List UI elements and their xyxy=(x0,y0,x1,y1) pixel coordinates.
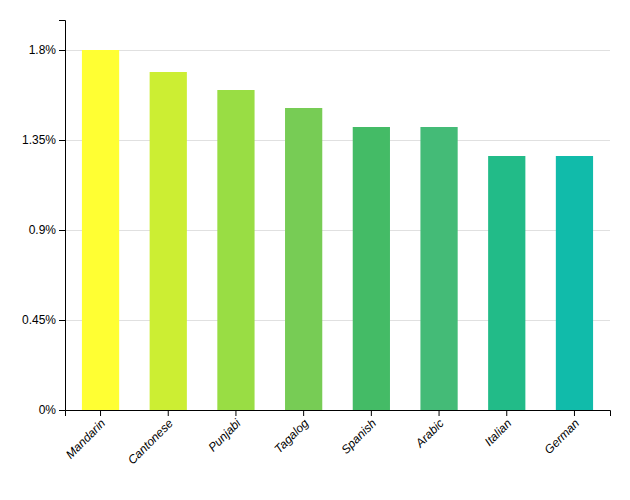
y-tick-mark xyxy=(59,410,65,411)
x-tick: Punjabi xyxy=(205,410,243,454)
x-tick-label: Arabic xyxy=(412,416,447,451)
bar xyxy=(217,90,254,410)
y-tick-label: 1.8% xyxy=(29,43,57,57)
grid-tick xyxy=(65,140,610,141)
x-tick-label: Cantonese xyxy=(125,416,176,467)
plot: 0% 0.45% 0.9% 1.35% 1.8% Mandarin Cantonese Pun… xyxy=(22,21,611,468)
x-tick-mark xyxy=(574,410,575,416)
y-tick: 0.9% xyxy=(29,223,65,237)
grid-line xyxy=(65,140,610,141)
x-tick-label: Punjabi xyxy=(205,416,243,454)
x-axis-line xyxy=(66,411,611,417)
y-tick: 0.45% xyxy=(22,313,65,327)
y-axis-line xyxy=(59,21,66,411)
y-tick-mark xyxy=(59,140,65,141)
y-tick-mark xyxy=(59,50,65,51)
x-tick: Tagalog xyxy=(272,410,312,456)
x-tick-label: Spanish xyxy=(338,416,379,457)
y-tick: 1.8% xyxy=(29,43,65,57)
grid-line xyxy=(65,320,610,321)
y-tick-label: 0.9% xyxy=(29,223,57,237)
bar xyxy=(556,156,593,410)
grid-line xyxy=(65,230,610,231)
x-tick-mark xyxy=(506,410,507,416)
y-tick-label: 0.45% xyxy=(22,313,56,327)
y-tick-mark xyxy=(59,320,65,321)
bars xyxy=(82,50,593,410)
x-tick: Cantonese xyxy=(125,410,176,467)
y-axis: 0% 0.45% 0.9% 1.35% 1.8% xyxy=(22,21,66,418)
x-tick: Spanish xyxy=(338,410,379,457)
x-tick: Arabic xyxy=(412,410,447,451)
chart-svg: 0% 0.45% 0.9% 1.35% 1.8% Mandarin Cantonese Pun… xyxy=(0,0,630,500)
y-tick: 1.35% xyxy=(22,133,65,147)
x-tick-mark xyxy=(439,410,440,416)
x-tick: Italian xyxy=(482,410,515,449)
bar xyxy=(150,72,187,410)
x-tick-label: German xyxy=(542,416,583,457)
x-tick-mark xyxy=(303,410,304,416)
x-axis: Mandarin Cantonese Punjabi Tagalog Spanish Ar… xyxy=(63,410,611,467)
x-tick-label: Mandarin xyxy=(63,416,109,462)
chart-container: 0% 0.45% 0.9% 1.35% 1.8% Mandarin Cantonese Pun… xyxy=(0,0,630,500)
x-tick-mark xyxy=(371,410,372,416)
x-tick-label: Italian xyxy=(482,416,515,449)
y-tick: 0% xyxy=(39,403,65,417)
bar xyxy=(488,156,525,410)
y-grid xyxy=(65,51,610,411)
bar xyxy=(82,50,119,410)
y-tick-label: 0% xyxy=(39,403,57,417)
y-tick-label: 1.35% xyxy=(22,133,56,147)
grid-tick xyxy=(65,320,610,321)
y-tick-mark xyxy=(59,230,65,231)
x-tick-mark xyxy=(100,410,101,416)
grid-tick xyxy=(65,230,610,231)
grid-line xyxy=(65,50,610,51)
x-tick-label: Tagalog xyxy=(272,416,312,456)
x-tick: Mandarin xyxy=(63,410,109,461)
x-tick-mark xyxy=(235,410,236,416)
x-tick-mark xyxy=(168,410,169,416)
bar xyxy=(285,108,322,410)
grid-tick xyxy=(65,50,610,51)
bar xyxy=(420,127,457,410)
bar xyxy=(353,127,390,410)
x-tick: German xyxy=(542,410,583,457)
